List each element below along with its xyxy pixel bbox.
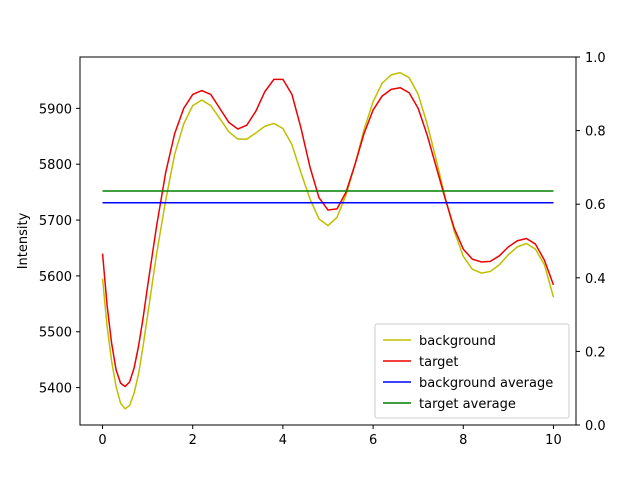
- legend-box: [374, 323, 570, 419]
- series-line-target: [101, 78, 555, 388]
- y2-tick-label: 0.4: [585, 272, 606, 287]
- y-tick-label: 5800: [39, 158, 72, 173]
- x-tick-label: 2: [189, 433, 197, 448]
- y-axis-right: 0.0 0.2 0.4 0.6 0.8 1.0: [576, 51, 606, 434]
- y-tick-label: 5400: [39, 382, 72, 397]
- y-tick-label: 5600: [39, 270, 72, 285]
- y2-tick-label: 0.0: [585, 419, 606, 434]
- y2-tick-label: 1.0: [585, 51, 606, 66]
- y-tick-label: 5900: [39, 102, 72, 117]
- x-tick-label: 10: [545, 433, 562, 448]
- plot-frame: [79, 56, 577, 426]
- x-tick-label: 0: [98, 433, 106, 448]
- y2-tick-label: 0.2: [585, 345, 606, 360]
- legend: background target background average target…: [374, 323, 570, 419]
- y-axis-left: 5400 5500 5600 5700 5800 5900: [39, 102, 80, 397]
- legend-label: target average: [419, 397, 516, 412]
- x-tick-label: 6: [369, 433, 377, 448]
- y-axis-label: Intensity: [16, 212, 31, 269]
- series-lines: [101, 71, 555, 410]
- legend-label: target: [419, 355, 459, 370]
- legend-label: background: [419, 334, 496, 349]
- series-line-background: [101, 71, 555, 410]
- x-tick-label: 8: [459, 433, 467, 448]
- legend-label: background average: [419, 376, 553, 391]
- y2-tick-label: 0.8: [585, 125, 606, 140]
- x-axis: 0 2 4 6 8 10: [98, 425, 562, 448]
- x-tick-label: 4: [279, 433, 287, 448]
- y-tick-label: 5700: [39, 214, 72, 229]
- y-tick-label: 5500: [39, 326, 72, 341]
- y2-tick-label: 0.6: [585, 198, 606, 213]
